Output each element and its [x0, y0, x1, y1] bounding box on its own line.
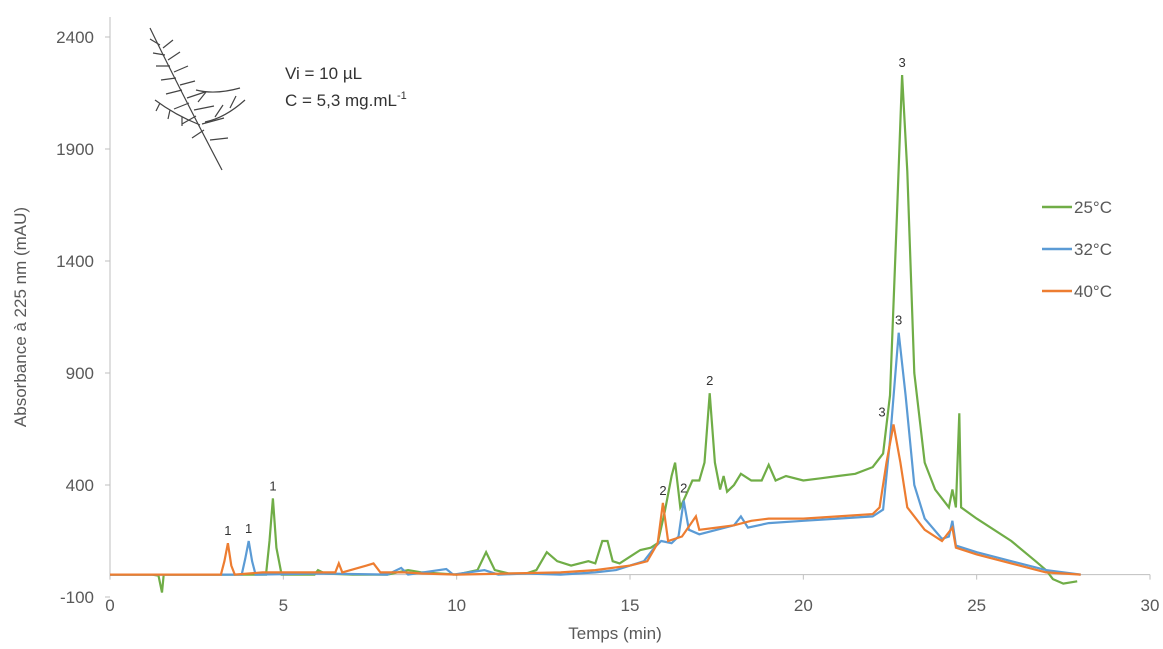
plant-illustration: [149, 27, 246, 171]
x-tick-label: 10: [447, 596, 466, 615]
annotation: C = 5,3 mg.mL-1: [285, 90, 407, 110]
legend-label: 25°C: [1074, 198, 1112, 217]
y-tick-label: 400: [66, 476, 94, 495]
y-tick-label: 900: [66, 364, 94, 383]
peak-label: 1: [245, 521, 252, 536]
peak-label: 2: [680, 481, 687, 496]
x-tick-label: 25: [967, 596, 986, 615]
peak-label: 3: [899, 55, 906, 70]
legend-label: 40°C: [1074, 282, 1112, 301]
peak-label: 3: [878, 405, 885, 420]
x-axis-title: Temps (min): [568, 624, 662, 643]
y-tick-label: 1900: [56, 140, 94, 159]
y-axis-title: Absorbance à 225 nm (mAU): [11, 207, 30, 427]
peak-label: 3: [895, 313, 902, 328]
peak-label: 1: [224, 523, 231, 538]
peak-label: 2: [706, 373, 713, 388]
x-tick-label: 30: [1141, 596, 1160, 615]
y-tick-label: -100: [60, 588, 94, 607]
annotation-sup: -1: [397, 90, 407, 102]
series-line: [110, 332, 1081, 576]
annotation-text: C = 5,3 mg.mL: [285, 91, 397, 110]
annotation: Vi = 10 µL: [285, 64, 362, 83]
y-tick-label: 1400: [56, 252, 94, 271]
series-line: [110, 424, 1081, 576]
x-tick-label: 5: [279, 596, 288, 615]
x-tick-label: 20: [794, 596, 813, 615]
peak-label: 2: [659, 483, 666, 498]
peak-label: 1: [269, 478, 276, 493]
x-tick-label: 0: [105, 596, 114, 615]
series-line: [110, 75, 1078, 593]
x-tick-label: 15: [621, 596, 640, 615]
legend-label: 32°C: [1074, 240, 1112, 259]
y-tick-label: 2400: [56, 28, 94, 47]
